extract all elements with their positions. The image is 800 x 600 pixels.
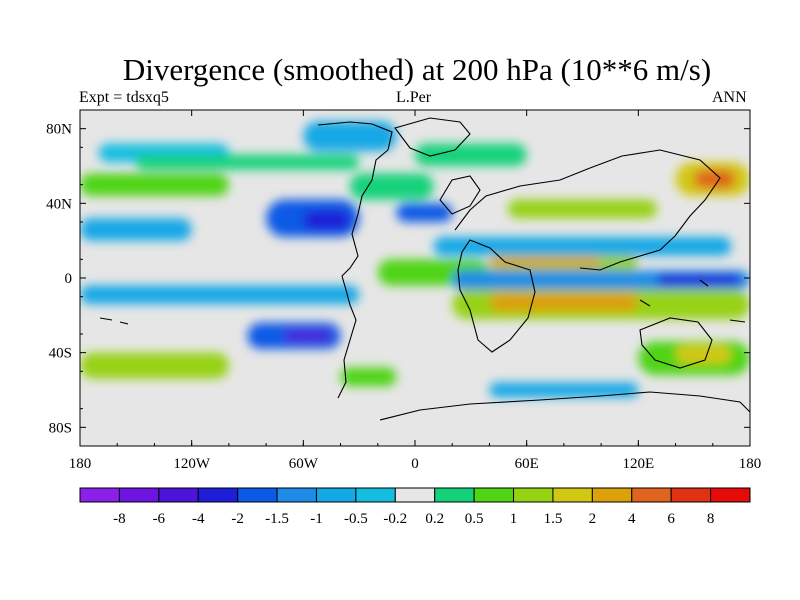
- x-tick-label: 60W: [289, 456, 319, 472]
- colorbar-label: 4: [628, 511, 636, 527]
- colorbar-swatch: [513, 487, 554, 503]
- colorbar-label: -1: [310, 511, 323, 527]
- coastline-antarctica: [379, 391, 750, 421]
- colorbar-swatch: [276, 487, 317, 503]
- field-region-7: [349, 173, 434, 200]
- coastline-australia: [639, 317, 713, 369]
- field-region-1: [80, 173, 229, 196]
- colorbar-swatch: [197, 487, 239, 503]
- coastline-greenland: [394, 117, 471, 157]
- field-region-16: [80, 285, 360, 305]
- coastline-africa: [457, 239, 536, 353]
- colorbar-swatch: [591, 487, 633, 503]
- x-tick-label: 180: [739, 456, 762, 472]
- field-smoothing-group: [80, 121, 750, 398]
- y-tick-label: 80N: [46, 122, 72, 138]
- colorbar-swatch: [355, 487, 396, 503]
- field-region-25: [694, 169, 736, 189]
- subtitle-projection: L.Per: [396, 89, 432, 106]
- field-region-19: [80, 352, 229, 379]
- field-region-6: [303, 210, 350, 230]
- colorbar-swatch: [118, 487, 160, 503]
- field-region-26: [508, 199, 657, 219]
- coastline-europe: [439, 175, 481, 215]
- x-tick-label: 180: [69, 456, 92, 472]
- field-region-2: [135, 154, 360, 170]
- x-axis: 180 120W 60W 0 60E 120E 180: [69, 110, 762, 472]
- x-tick-label: 120W: [173, 456, 211, 472]
- colorbar-swatch: [631, 487, 672, 503]
- colorbar-swatch: [670, 487, 712, 503]
- field-region-11: [489, 257, 602, 267]
- subtitle-season: ANN: [712, 89, 747, 106]
- field-region-22: [675, 345, 732, 364]
- y-tick-label: 40N: [46, 196, 72, 212]
- divergence-field: [80, 121, 750, 398]
- chart-title: Divergence (smoothed) at 200 hPa (10**6 …: [122, 52, 712, 87]
- colorbar-label: 1: [510, 511, 518, 527]
- colorbar-label: -6: [153, 511, 166, 527]
- x-tick-label: 60E: [515, 456, 539, 472]
- field-region-18: [284, 330, 332, 342]
- field-region-28: [415, 143, 527, 166]
- field-region-4: [80, 218, 192, 241]
- y-tick-label: 40S: [49, 346, 72, 362]
- colorbar-label: -0.2: [383, 511, 407, 527]
- colorbar-swatch: [315, 487, 357, 503]
- field-region-20: [340, 367, 397, 387]
- coastlines: [99, 117, 750, 421]
- colorbar-swatch: [473, 487, 515, 503]
- colorbar-label: -4: [192, 511, 205, 527]
- colorbar-swatch: [434, 487, 475, 503]
- colorbar-label: -1.5: [265, 511, 289, 527]
- field-region-13: [656, 274, 741, 286]
- field-region-23: [489, 382, 639, 398]
- field-region-9: [433, 236, 732, 256]
- colorbar-swatch: [237, 487, 278, 503]
- colorbar-swatch: [158, 487, 199, 503]
- colorbar: -8 -6 -4 -2 -1.5 -1 -0.5 -0.2 0.2 0.5 1 1.5 2 4 6 8: [79, 487, 751, 527]
- colorbar-swatch: [394, 487, 436, 503]
- y-tick-label: 0: [65, 271, 73, 287]
- colorbar-label: -2: [231, 511, 244, 527]
- colorbar-label: 8: [707, 511, 715, 527]
- field-region-3: [303, 121, 397, 152]
- colorbar-label: 0.2: [425, 511, 444, 527]
- colorbar-label: 1.5: [544, 511, 563, 527]
- colorbar-label: -0.5: [344, 511, 368, 527]
- subtitle-experiment: Expt = tdsxq5: [79, 89, 169, 106]
- colorbar-label: -8: [113, 511, 126, 527]
- field-region-27: [396, 203, 453, 222]
- colorbar-swatch: [552, 487, 593, 503]
- colorbar-swatch: [79, 487, 120, 503]
- x-tick-label: 120E: [622, 456, 654, 472]
- field-region-15: [489, 292, 639, 312]
- colorbar-swatch: [710, 487, 751, 503]
- coastline-americas: [317, 121, 393, 399]
- colorbar-label: 6: [667, 511, 675, 527]
- colorbar-label: 0.5: [465, 511, 484, 527]
- x-tick-label: 0: [411, 456, 419, 472]
- coastline-pacific-islands: [99, 279, 746, 325]
- y-axis: 80N 40N 0 40S 80S: [46, 109, 750, 447]
- coastline-eurasia: [454, 149, 721, 271]
- colorbar-label: 2: [589, 511, 597, 527]
- y-tick-label: 80S: [49, 420, 72, 436]
